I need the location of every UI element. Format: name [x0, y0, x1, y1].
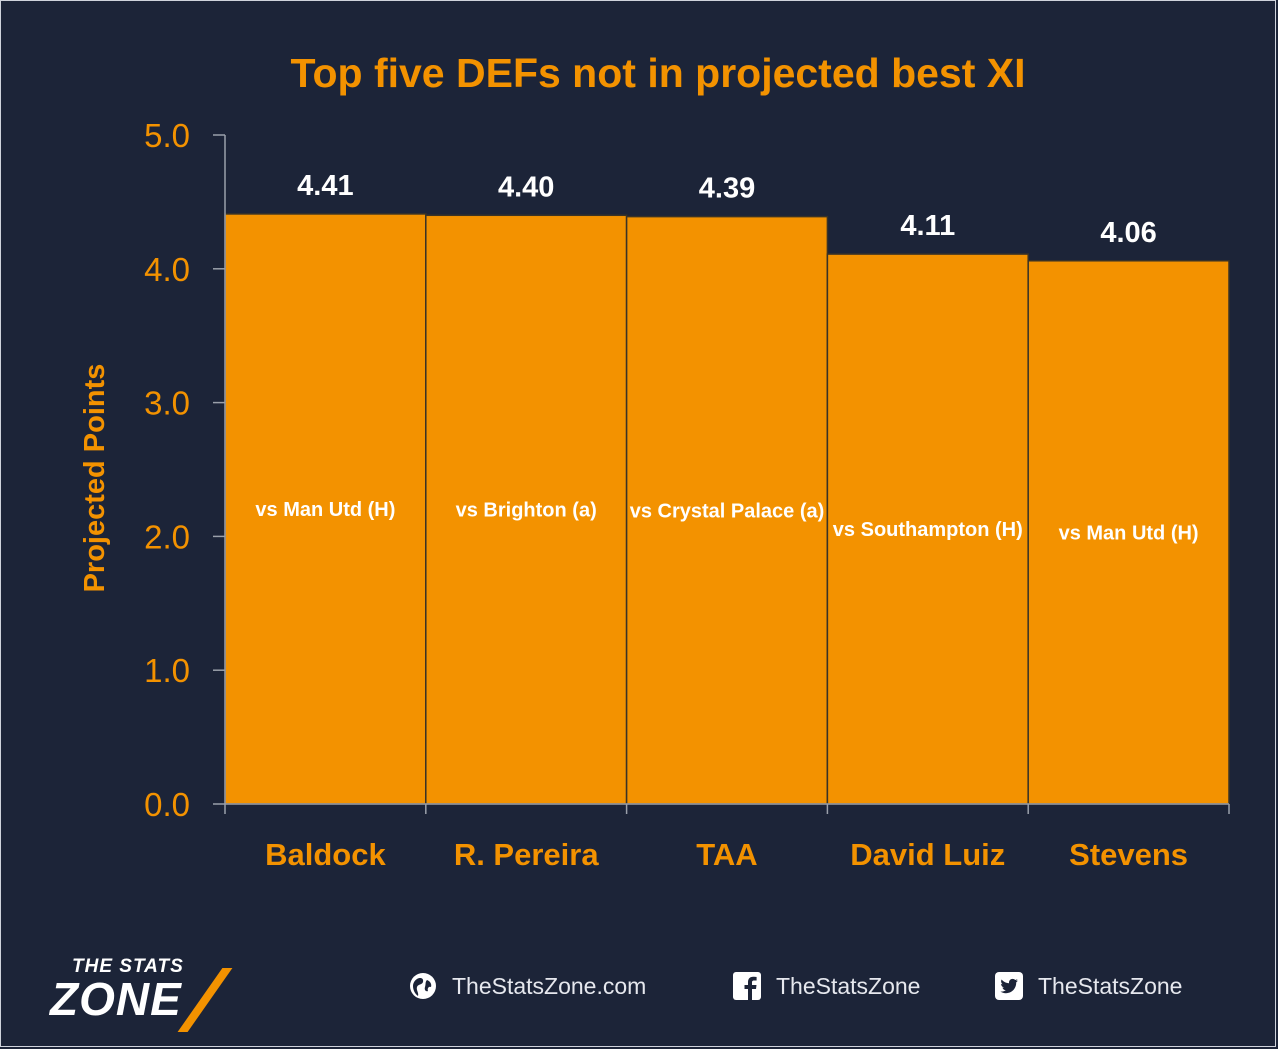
facebook-link[interactable]: TheStatsZone [732, 970, 920, 1002]
twitter-icon [994, 971, 1024, 1001]
x-tick-label: Baldock [265, 837, 386, 872]
footer: THE STATS ZONE TheStatsZone.com TheStats… [0, 940, 1278, 1040]
twitter-text: TheStatsZone [1038, 972, 1183, 999]
logo-main-text: ZONE [50, 973, 182, 1025]
logo-top-text: THE STATS [72, 956, 184, 977]
y-tick-label: 5.0 [144, 117, 190, 154]
y-tick-label: 3.0 [144, 385, 190, 422]
bar-3 [625, 215, 829, 805]
fixture-label: vs Southampton (H) [833, 519, 1023, 541]
y-axis-label: Projected Points [79, 364, 111, 593]
facebook-icon [732, 971, 762, 1001]
data-label: 4.11 [900, 210, 955, 242]
bar-4 [826, 253, 1029, 805]
logo-stripe [177, 968, 233, 1032]
bar-chart: Top five DEFs not in projected best XI P… [79, 50, 1230, 872]
x-tick-label: R. Pereira [454, 837, 600, 872]
fixture-label: vs Crystal Palace (a) [630, 500, 825, 522]
data-label: 4.40 [498, 171, 554, 203]
y-tick-label: 0.0 [144, 786, 190, 823]
y-tick-label: 1.0 [144, 652, 190, 689]
y-tick-label: 4.0 [144, 251, 190, 288]
data-label: 4.39 [699, 173, 755, 205]
fixture-label: vs Man Utd (H) [255, 499, 395, 521]
x-tick-label: David Luiz [850, 837, 1005, 872]
data-label: 4.06 [1100, 217, 1156, 249]
x-tick-label: TAA [696, 837, 757, 872]
facebook-text: TheStatsZone [776, 972, 921, 999]
website-text: TheStatsZone.com [452, 972, 647, 999]
data-label: 4.41 [297, 170, 353, 202]
stats-zone-logo: THE STATS ZONE [50, 956, 270, 1032]
fixture-label: vs Brighton (a) [456, 500, 597, 522]
twitter-link[interactable]: TheStatsZone [994, 970, 1182, 1002]
x-tick-label: Stevens [1069, 837, 1188, 872]
website-link[interactable]: TheStatsZone.com [408, 970, 646, 1002]
chart-title: Top five DEFs not in projected best XI [290, 50, 1025, 96]
plot-area: 0.0 1.0 2.0 3.0 4.0 5.0 Baldock 4.41 vs Man Utd … [144, 117, 1230, 872]
bar-1 [224, 213, 427, 805]
y-tick-label: 2.0 [144, 518, 190, 555]
fixture-label: vs Man Utd (H) [1059, 522, 1199, 544]
globe-icon [408, 971, 438, 1001]
bar-2 [425, 214, 628, 805]
